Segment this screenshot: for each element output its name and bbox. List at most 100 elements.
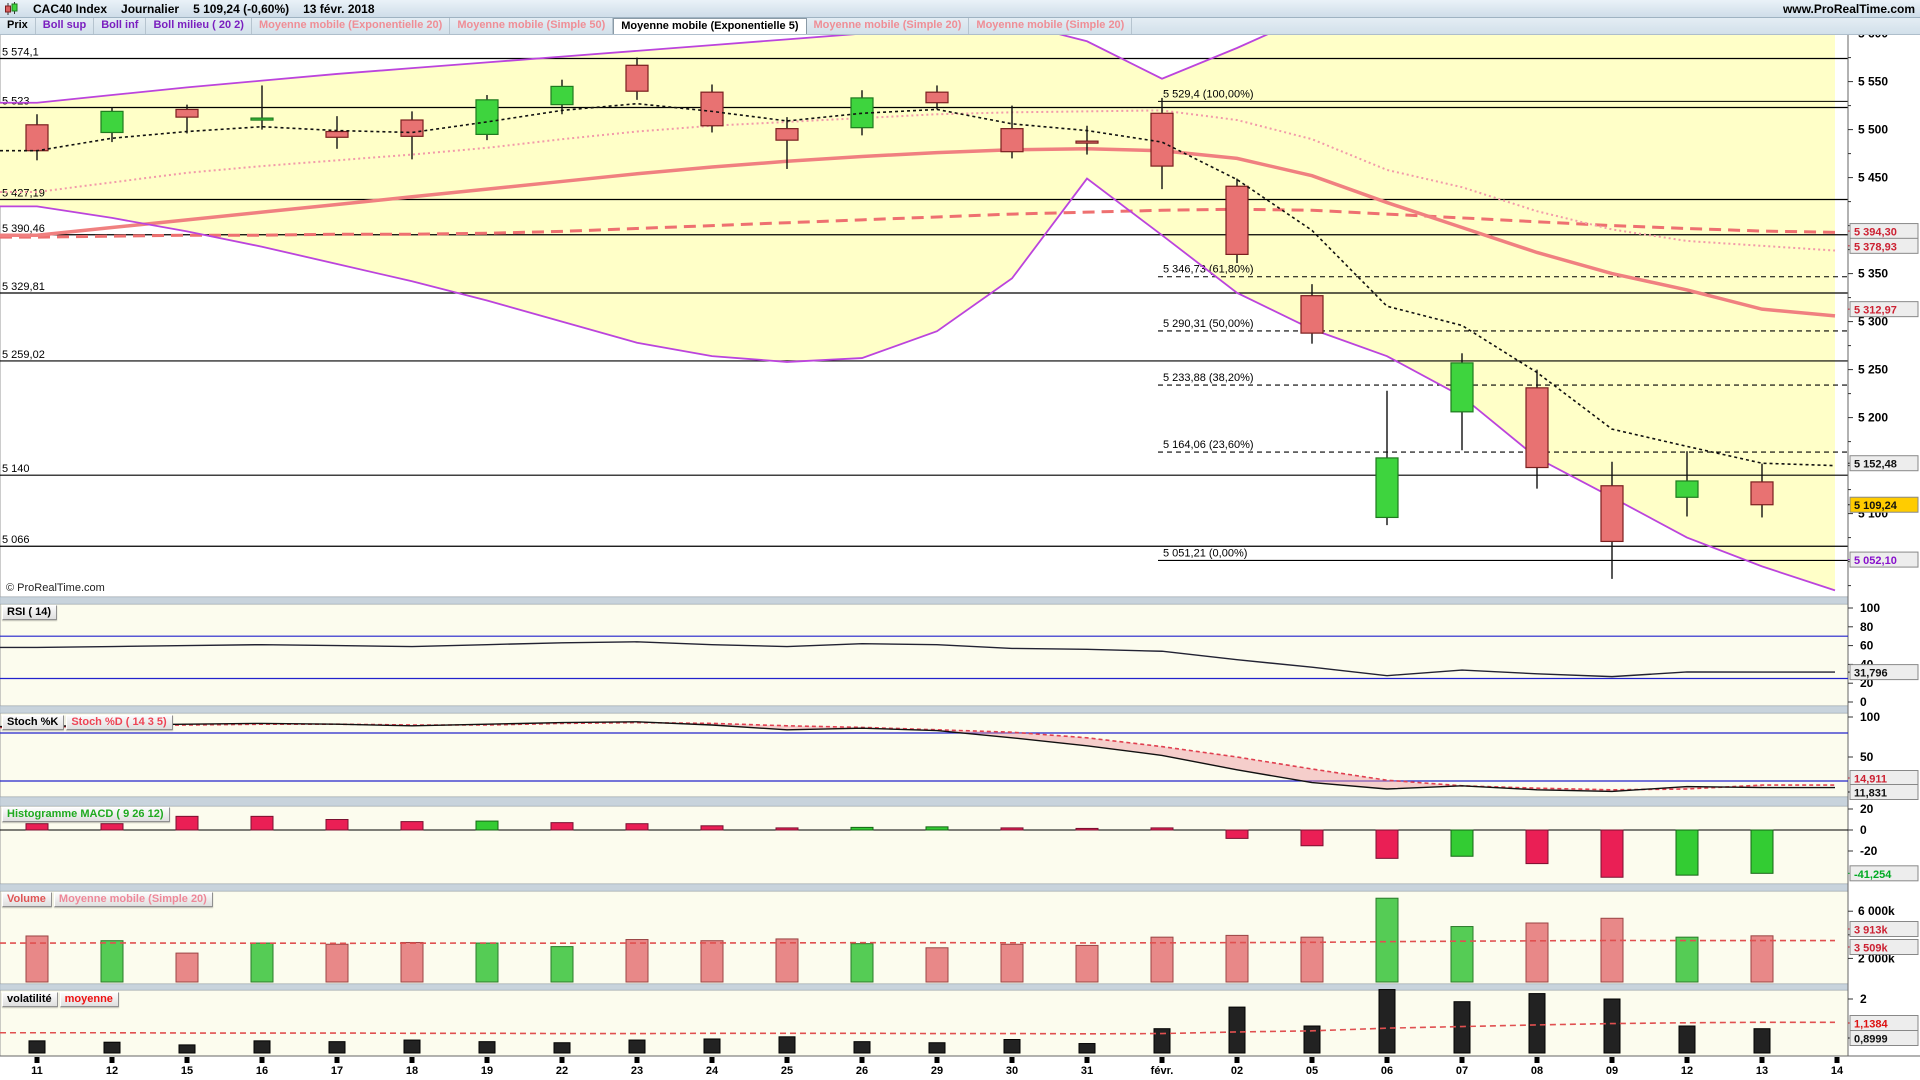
date-tick (259, 1057, 265, 1063)
volatility-bar (1303, 1025, 1321, 1054)
volume-bar (550, 946, 574, 983)
volatility-bar (178, 1044, 196, 1054)
bollinger-fill (0, 34, 1835, 591)
date-tick (1759, 1057, 1765, 1063)
macd-bar (925, 826, 949, 831)
price-axis-label: 5 550 (1858, 75, 1888, 89)
volatility-bar (553, 1042, 571, 1054)
date-tick (1159, 1057, 1165, 1063)
fib-line-label: 5 529,4 (100,00%) (1163, 88, 1254, 100)
macd-bar (250, 815, 274, 831)
date-label: 30 (1006, 1065, 1018, 1077)
date-axis (0, 1056, 1920, 1080)
legend-item[interactable]: Boll milieu ( 20 2) (146, 18, 252, 34)
support-line-label: 5 574,1 (2, 46, 39, 58)
volume-bar (775, 938, 799, 983)
support-line-label: 5 329,81 (2, 281, 45, 293)
date-label: 08 (1531, 1065, 1543, 1077)
volume-bar (700, 940, 724, 983)
sto-panel (0, 712, 1849, 798)
volume-bar (1675, 936, 1699, 983)
stoch-k-line (0, 721, 1835, 793)
date-label: 02 (1231, 1065, 1243, 1077)
price-axis-label: 5 500 (1858, 123, 1888, 137)
volume-axis-label: 6 000k (1858, 904, 1895, 918)
macd-badge: -41,254 (1848, 865, 1919, 882)
instrument-name: CAC40 Index (33, 1, 108, 16)
stoch-badge: 14,911 (1848, 770, 1919, 786)
candlestick (775, 117, 799, 169)
last-quote: 5 109,24 (-0,60%) (193, 1, 290, 16)
macd-bar (850, 826, 874, 831)
candlestick (925, 85, 949, 110)
volatility-bar (853, 1041, 871, 1054)
candlestick (175, 104, 199, 134)
macd-bar (1750, 829, 1774, 874)
stoch-k-label[interactable]: Stoch %K (2, 715, 65, 730)
date-label: 15 (181, 1065, 193, 1077)
support-line-label: 5 427,19 (2, 187, 45, 199)
fib-line-label: 5 164,06 (23,60%) (1163, 439, 1254, 451)
date-label: 29 (931, 1065, 943, 1077)
legend-item[interactable]: Prix (0, 18, 36, 34)
macd-bar (1600, 829, 1624, 878)
date-label: 07 (1456, 1065, 1468, 1077)
stoch-axis-label: 100 (1860, 710, 1880, 724)
candlestick-logo-icon (4, 1, 19, 16)
date-tick (559, 1057, 565, 1063)
rsi-axis-label: 80 (1860, 620, 1874, 634)
volume-bar (250, 942, 274, 983)
volume-bar (625, 939, 649, 983)
macd-bar (175, 815, 199, 831)
candlestick (1375, 390, 1399, 526)
volume-bar (1000, 943, 1024, 983)
legend-item[interactable]: Moyenne mobile (Simple 50) (450, 18, 614, 34)
svg-text:3 509k: 3 509k (1854, 943, 1889, 955)
volume-bar (850, 943, 874, 983)
volatility-ma-label[interactable]: moyenne (59, 992, 119, 1007)
volatility-badge: 1,1384 (1848, 1015, 1919, 1031)
volume-ma-label[interactable]: Moyenne mobile (Simple 20) (53, 892, 213, 907)
date-label: 12 (1681, 1065, 1693, 1077)
stoch-badge: 11,831 (1848, 784, 1919, 800)
rsi-panel-label[interactable]: RSI ( 14) (2, 605, 58, 620)
date-label: févr. (1151, 1065, 1174, 1077)
date-label: 17 (331, 1065, 343, 1077)
legend-item[interactable]: Moyenne mobile (Exponentielle 20) (252, 18, 451, 34)
support-line-label: 5 066 (2, 534, 30, 546)
legend-item[interactable]: Moyenne mobile (Simple 20) (969, 18, 1133, 34)
mac-panel (0, 805, 1849, 885)
volume-bar (175, 952, 199, 983)
date-label: 31 (1081, 1065, 1093, 1077)
panel-separator (0, 705, 1920, 714)
legend-item[interactable]: Boll sup (36, 18, 95, 34)
legend-item[interactable]: Moyenne mobile (Simple 20) (807, 18, 970, 34)
svg-text:1,1384: 1,1384 (1854, 1019, 1889, 1031)
date-tick (1234, 1057, 1240, 1063)
svg-text:31,796: 31,796 (1854, 668, 1888, 680)
stoch-d-label[interactable]: Stoch %D ( 14 3 5) (66, 715, 173, 730)
macd-bar (25, 823, 49, 831)
volatility-bar (28, 1040, 46, 1054)
price-axis-label: 5 450 (1858, 171, 1888, 185)
macd-panel-label[interactable]: Histogramme MACD ( 9 26 12) (2, 807, 170, 822)
date-tick (1684, 1057, 1690, 1063)
rsi-line (0, 641, 1835, 678)
quote-date: 13 févr. 2018 (303, 1, 375, 16)
date-tick (334, 1057, 340, 1063)
macd-bar (1150, 827, 1174, 831)
ema5-line (0, 102, 1836, 467)
volatility-panel-label[interactable]: volatilité (2, 992, 58, 1007)
prorealtime-link[interactable]: www.ProRealTime.com (1782, 1, 1915, 16)
volume-panel-label[interactable]: Volume (2, 892, 52, 907)
date-label: 09 (1606, 1065, 1618, 1077)
legend-item[interactable]: Boll inf (94, 18, 147, 34)
macd-bar (400, 821, 424, 831)
volatility-bar (478, 1041, 496, 1054)
legend-item[interactable]: Moyenne mobile (Exponentielle 5) (613, 18, 807, 34)
price-badge: 5 052,10 (1848, 551, 1919, 568)
date-tick (34, 1057, 40, 1063)
indicator-legend: Prix Boll sup Boll inf Boll milieu ( 20 2) M… (0, 18, 1920, 35)
support-line-label: 5 523 (2, 96, 30, 108)
